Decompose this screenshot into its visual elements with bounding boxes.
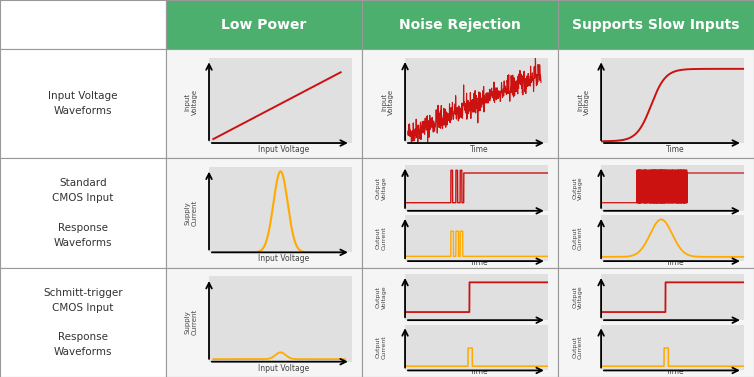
Text: Input
Voltage: Input Voltage bbox=[381, 89, 394, 115]
Text: Input
Voltage: Input Voltage bbox=[577, 89, 590, 115]
Text: Supports Slow Inputs: Supports Slow Inputs bbox=[572, 17, 740, 32]
Text: Output
Voltage: Output Voltage bbox=[376, 176, 387, 200]
Text: Time: Time bbox=[470, 367, 489, 376]
Text: Input
Voltage: Input Voltage bbox=[185, 89, 198, 115]
Text: Time: Time bbox=[667, 145, 685, 154]
Text: Output
Current: Output Current bbox=[376, 226, 387, 250]
Text: Schmitt-trigger
CMOS Input

Response
Waveforms: Schmitt-trigger CMOS Input Response Wave… bbox=[43, 288, 123, 357]
Text: Time: Time bbox=[470, 145, 489, 154]
Text: Output
Current: Output Current bbox=[376, 336, 387, 359]
Text: Low Power: Low Power bbox=[221, 17, 307, 32]
Text: Output
Current: Output Current bbox=[572, 226, 583, 250]
Text: Time: Time bbox=[470, 257, 489, 267]
Text: Output
Voltage: Output Voltage bbox=[572, 285, 583, 309]
Text: Input Voltage: Input Voltage bbox=[258, 145, 309, 154]
Text: Time: Time bbox=[667, 257, 685, 267]
Text: Noise Rejection: Noise Rejection bbox=[399, 17, 521, 32]
Text: Time: Time bbox=[667, 367, 685, 376]
Text: Output
Current: Output Current bbox=[572, 336, 583, 359]
Text: Input Voltage
Waveforms: Input Voltage Waveforms bbox=[48, 91, 118, 116]
Text: Output
Voltage: Output Voltage bbox=[572, 176, 583, 200]
Text: Supply
Current: Supply Current bbox=[185, 200, 198, 226]
Text: Input Voltage: Input Voltage bbox=[258, 364, 309, 372]
Text: Standard
CMOS Input

Response
Waveforms: Standard CMOS Input Response Waveforms bbox=[52, 178, 114, 248]
Text: Output
Voltage: Output Voltage bbox=[376, 285, 387, 309]
Text: Input Voltage: Input Voltage bbox=[258, 254, 309, 263]
Text: Supply
Current: Supply Current bbox=[185, 309, 198, 336]
